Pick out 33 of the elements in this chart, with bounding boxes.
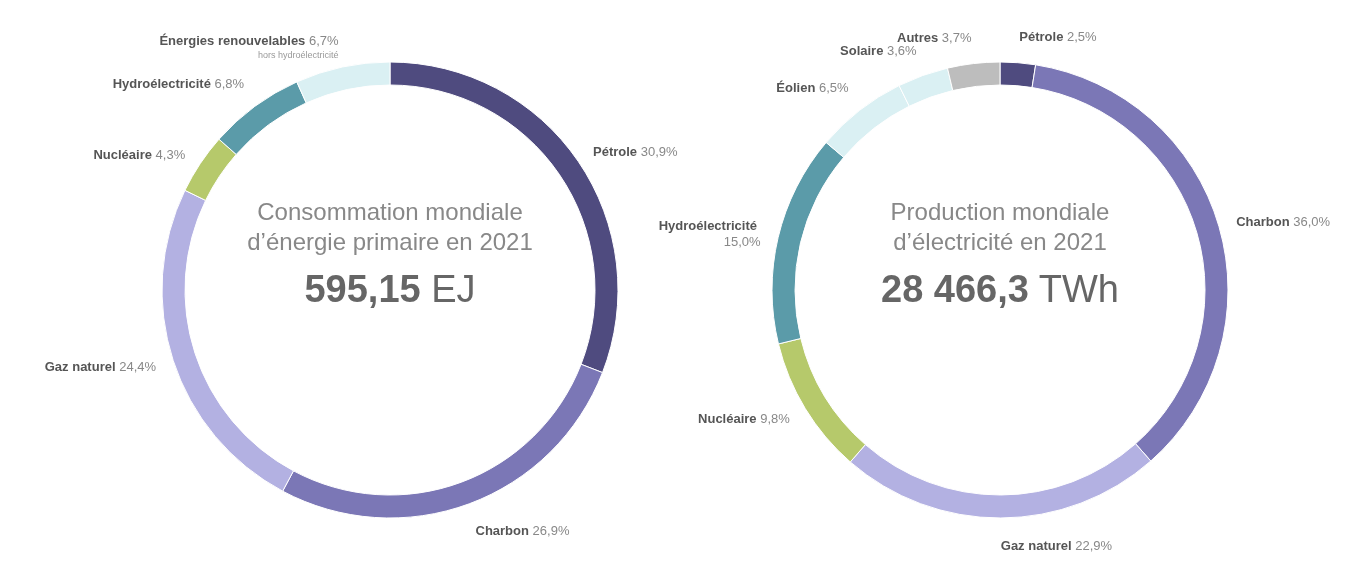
slice-label: Énergies renouvelables [159, 33, 309, 49]
slice-label: Gaz naturel [44, 359, 120, 375]
slice-label: Charbon [1236, 214, 1294, 230]
data-label: 6,8% [214, 75, 245, 91]
data-label: 4,3% [155, 146, 186, 162]
text: hors hydroélectricité [258, 50, 339, 61]
text: Production mondiale d’électricité en 2021 [890, 198, 1110, 255]
text: Consommation mondiale d’énergie primaire en 2021 [247, 198, 533, 255]
slice-label: Gaz naturel [1000, 538, 1076, 553]
data-label: 6,5% [818, 80, 850, 96]
slice-label: Pétrole [1019, 28, 1067, 44]
data-label: 26,9% [532, 522, 570, 538]
text: 595,15 EJ [304, 268, 476, 310]
data-label: 36,0% [1293, 214, 1331, 230]
slice-label: Autres [897, 29, 942, 45]
slice-label: Éolien [776, 80, 819, 96]
data-label: 30,9% [640, 144, 679, 160]
slice-label: Nucléaire [698, 410, 761, 426]
data-label: 22,9% [1075, 538, 1113, 553]
data-label: 3,7% [941, 29, 972, 45]
data-label: 24,4% [119, 359, 157, 375]
text: 28 466,3 TWh [880, 268, 1120, 310]
slice-label: Solaire [840, 42, 888, 58]
slice-label: Hydroélectricité [658, 218, 761, 234]
data-label: 9,8% [760, 410, 791, 426]
slice-label: Hydroélectricité [112, 75, 215, 91]
data-label: 15,0% [723, 234, 762, 250]
data-label: 3,6% [887, 42, 918, 58]
data-label: 2,5% [1067, 28, 1098, 44]
data-label: 6,7% [308, 33, 340, 49]
slice-label: Charbon [475, 522, 533, 538]
slice-label: Pétrole [593, 144, 641, 160]
slice-label: Nucléaire [93, 146, 156, 162]
